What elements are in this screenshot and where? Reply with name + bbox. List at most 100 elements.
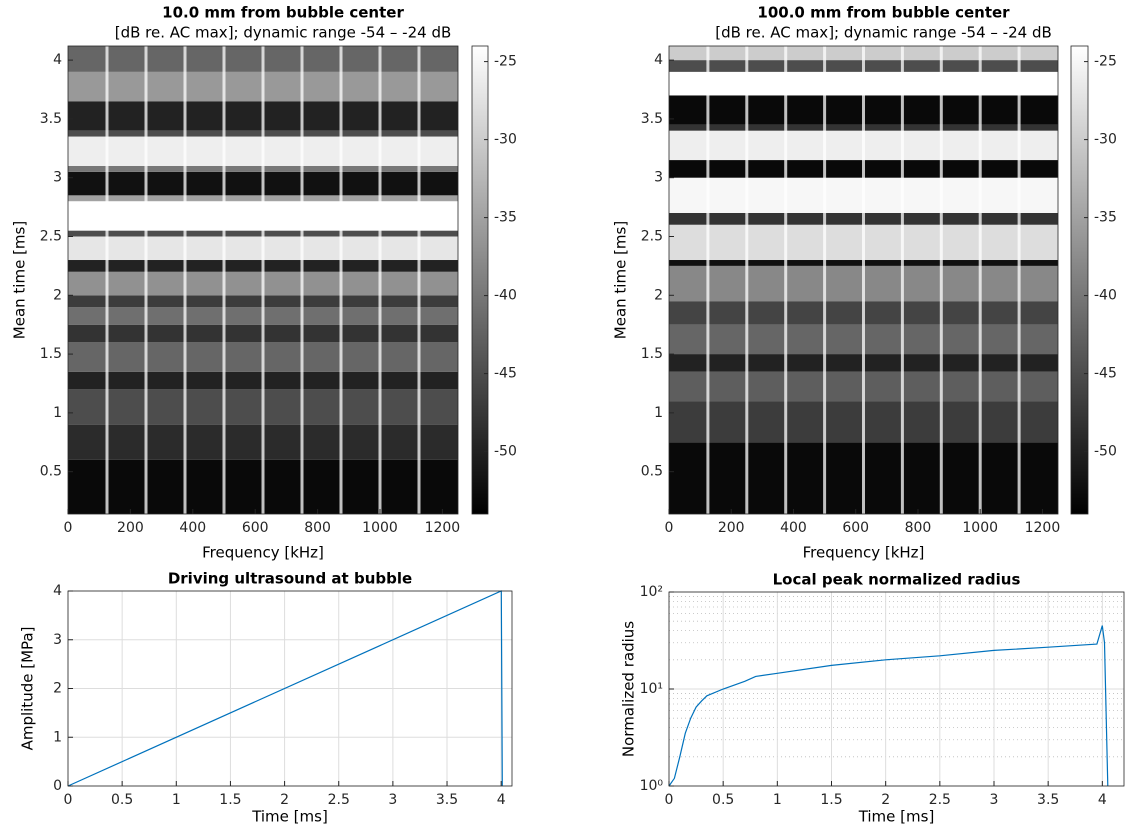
x-tick-label: 1000	[362, 520, 398, 536]
harmonic-line	[939, 46, 943, 514]
y-tick-label: 0	[53, 778, 62, 794]
x-tick-label: 4	[497, 792, 506, 808]
x-tick-label: 3	[388, 792, 397, 808]
x-tick-label: 3	[990, 792, 999, 808]
y-tick-label: 1	[53, 729, 62, 745]
y-tick-label: 0.5	[40, 464, 62, 480]
y-tick-label: 10⁰	[640, 778, 664, 794]
x-axis-label: Time [ms]	[251, 808, 328, 826]
x-axis-label: Frequency [kHz]	[202, 544, 324, 562]
y-tick-label: 1.5	[641, 346, 663, 362]
colorbar-tick-label: -30	[1094, 132, 1117, 148]
harmonic-line	[745, 46, 749, 514]
colorbar-tick-label: -50	[494, 444, 517, 460]
y-tick-label: 3.5	[40, 111, 62, 127]
chart-title: 100.0 mm from bubble center	[757, 4, 1010, 22]
x-tick-label: 800	[905, 520, 932, 536]
chart-title: Local peak normalized radius	[773, 571, 1021, 589]
colorbar-tick-label: -30	[494, 132, 517, 148]
x-tick-label: 0.5	[712, 792, 734, 808]
harmonic-line	[978, 46, 982, 514]
chart-title: 10.0 mm from bubble center	[162, 4, 404, 22]
y-tick-label: 4	[53, 583, 62, 599]
x-axis-label: Frequency [kHz]	[803, 544, 925, 562]
y-axis-label: Mean time [ms]	[612, 221, 630, 339]
harmonic-line	[339, 46, 343, 514]
x-tick-label: 1200	[425, 520, 461, 536]
x-tick-label: 600	[242, 520, 269, 536]
x-tick-label: 3.5	[436, 792, 458, 808]
harmonic-line	[183, 46, 187, 514]
x-tick-label: 200	[117, 520, 144, 536]
y-axis-label: Normalized radius	[620, 621, 638, 757]
harmonic-line	[105, 46, 109, 514]
colorbar-tick-label: -25	[1094, 54, 1117, 70]
colorbar-tick-label: -40	[494, 288, 517, 304]
colorbar-tick-label: -50	[1094, 444, 1117, 460]
x-tick-label: 1200	[1025, 520, 1061, 536]
y-tick-label: 4	[53, 52, 62, 68]
axes-box	[67, 45, 459, 515]
y-tick-label: 3	[53, 170, 62, 186]
harmonic-line	[823, 46, 827, 514]
y-tick-label: 3	[53, 632, 62, 648]
y-tick-label: 2.5	[40, 228, 62, 244]
x-tick-label: 2	[881, 792, 890, 808]
x-tick-label: 1000	[962, 520, 998, 536]
x-tick-label: 600	[842, 520, 869, 536]
x-tick-label: 400	[780, 520, 807, 536]
x-tick-label: 1	[773, 792, 782, 808]
x-tick-label: 2.5	[929, 792, 951, 808]
x-tick-label: 2	[280, 792, 289, 808]
harmonic-line	[144, 46, 148, 514]
y-axis-label: Mean time [ms]	[11, 221, 29, 339]
harmonic-line	[378, 46, 382, 514]
x-tick-label: 200	[718, 520, 745, 536]
harmonic-line	[261, 46, 265, 514]
harmonic-line	[862, 46, 865, 514]
y-tick-label: 3.5	[641, 111, 663, 127]
chart-subtitle: [dB re. AC max]; dynamic range -54 – -24…	[715, 24, 1052, 42]
axes-box	[668, 45, 1059, 515]
y-tick-label: 10¹	[640, 681, 663, 697]
harmonic-line	[300, 46, 304, 514]
x-tick-label: 0	[64, 792, 73, 808]
x-tick-label: 4	[1098, 792, 1107, 808]
colorbar	[1070, 45, 1089, 515]
harmonic-line	[1017, 46, 1021, 514]
x-tick-label: 3.5	[1037, 792, 1059, 808]
chart-title: Driving ultrasound at bubble	[168, 570, 412, 588]
x-tick-label: 800	[304, 520, 331, 536]
y-tick-label: 4	[654, 52, 663, 68]
data-line	[668, 625, 1109, 787]
colorbar	[471, 45, 489, 515]
x-tick-label: 1.5	[820, 792, 842, 808]
x-tick-label: 0	[665, 520, 674, 536]
x-tick-label: 1	[172, 792, 181, 808]
colorbar-tick-label: -45	[1094, 366, 1117, 382]
x-tick-label: 1.5	[219, 792, 241, 808]
y-tick-label: 2.5	[641, 228, 663, 244]
x-axis-label: Time [ms]	[858, 808, 935, 826]
chart-subtitle: [dB re. AC max]; dynamic range -54 – -24…	[115, 24, 452, 42]
x-tick-label: 400	[179, 520, 206, 536]
harmonic-line	[417, 46, 421, 514]
colorbar-tick-label: -45	[494, 366, 517, 382]
harmonic-line	[706, 46, 710, 514]
harmonic-line	[900, 46, 904, 514]
y-tick-label: 2	[53, 287, 62, 303]
y-tick-label: 1	[654, 405, 663, 421]
y-tick-label: 10²	[640, 584, 663, 600]
colorbar-tick-label: -35	[1094, 210, 1117, 226]
y-tick-label: 2	[53, 681, 62, 697]
x-tick-label: 0	[665, 792, 674, 808]
x-tick-label: 0.5	[111, 792, 133, 808]
y-tick-label: 2	[654, 287, 663, 303]
colorbar-tick-label: -35	[494, 210, 517, 226]
x-tick-label: 0	[64, 520, 73, 536]
colorbar-tick-label: -25	[494, 54, 517, 70]
harmonic-line	[222, 46, 226, 514]
y-tick-label: 3	[654, 170, 663, 186]
